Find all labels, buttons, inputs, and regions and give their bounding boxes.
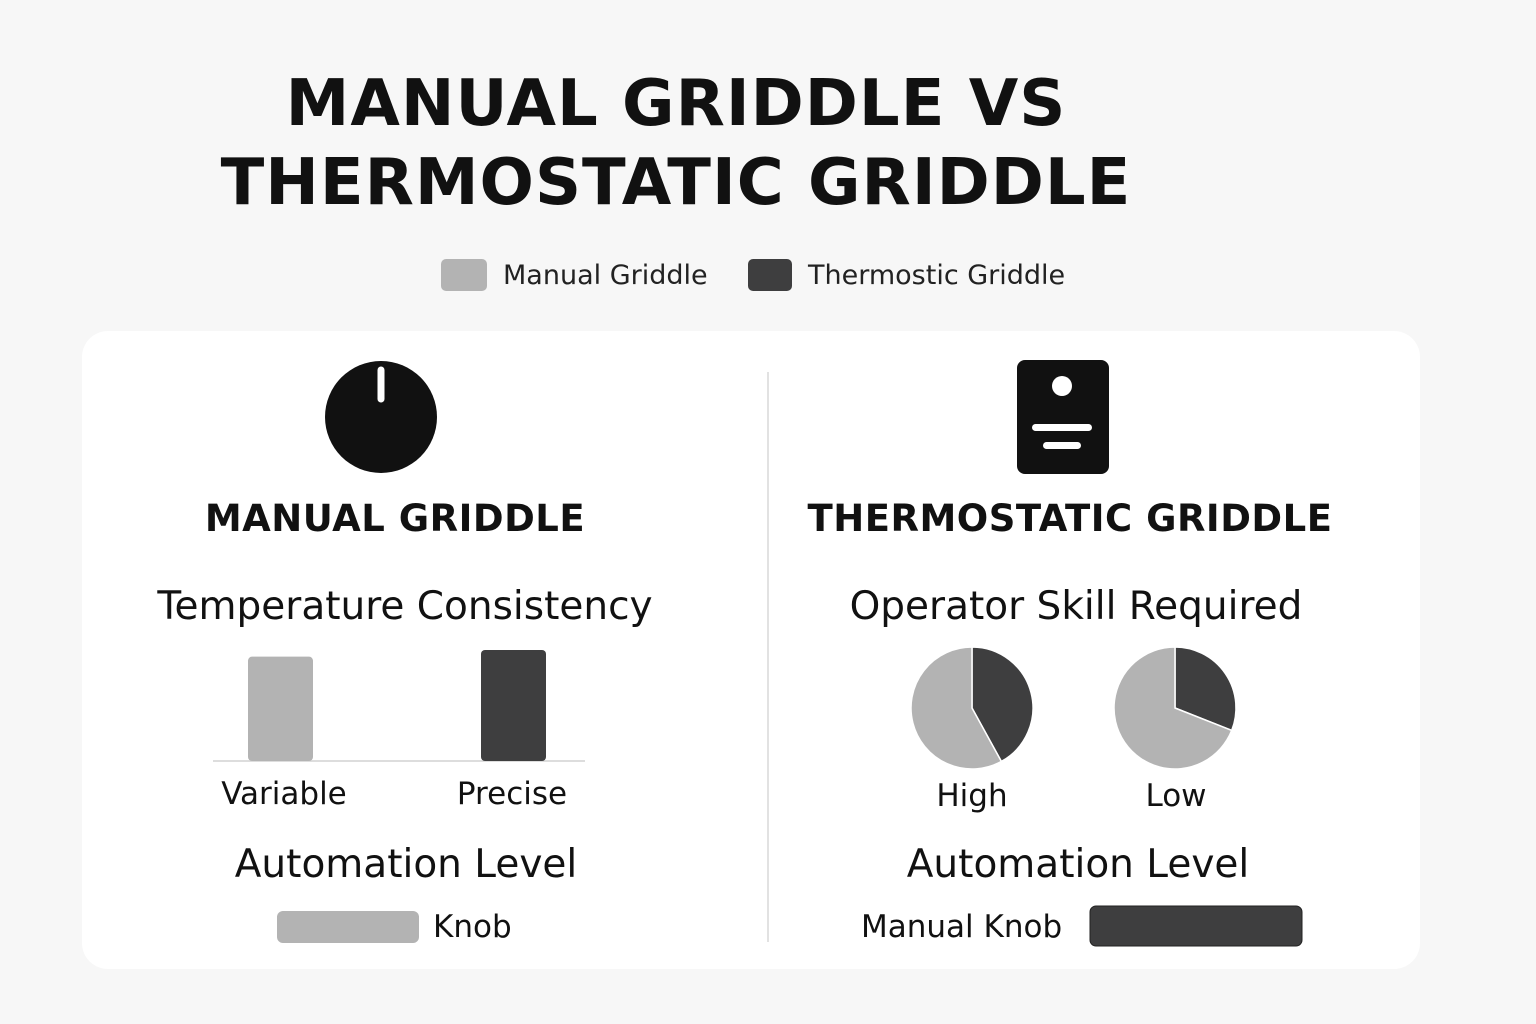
pie-slice-high (910, 646, 1003, 770)
manual-heading: MANUAL GRIDDLE (204, 497, 586, 540)
pie-slice-low (1174, 646, 1237, 732)
pie-slice-low (1113, 646, 1233, 770)
bar-precise (481, 650, 546, 761)
pie-label-high: High (936, 778, 1008, 814)
divider (767, 372, 769, 942)
thermostatic-heading: THERMOSTATIC GRIDDLE (807, 497, 1333, 540)
automation-label-manual-knob: Manual Knob (861, 909, 1063, 945)
automation-bar-manual (277, 911, 419, 943)
automation-label-knob: Knob (433, 909, 512, 945)
temperature-consistency-title: Temperature Consistency (157, 584, 653, 629)
legend-swatch-manual (441, 259, 487, 291)
thermostatic-automation-title: Automation Level (906, 842, 1250, 887)
legend-label: Thermostic Griddle (808, 259, 1066, 291)
manual-automation-title: Automation Level (234, 842, 578, 887)
comparison-card (82, 331, 1420, 969)
pie-slice-high (971, 646, 1034, 763)
bar-label-precise: Precise (456, 776, 568, 812)
pie-label-low: Low (1145, 778, 1207, 814)
knob-dial-icon (325, 361, 437, 473)
legend-swatch-thermostatic (748, 259, 792, 291)
title-line-2: THERMOSTATIC GRIDDLE (220, 146, 1132, 220)
legend-label: Manual Griddle (503, 259, 708, 291)
thermostat-controller-icon (1017, 360, 1109, 474)
legend-item-manual: Manual Griddle (441, 258, 708, 292)
operator-skill-title: Operator Skill Required (849, 584, 1303, 629)
legend-item-thermostatic: Thermostic Griddle (748, 258, 1065, 292)
bar-label-variable: Variable (221, 776, 347, 812)
title-line-1: MANUAL GRIDDLE VS (285, 67, 1067, 141)
bar-variable (248, 656, 313, 761)
automation-bar-thermostatic (1089, 905, 1303, 947)
